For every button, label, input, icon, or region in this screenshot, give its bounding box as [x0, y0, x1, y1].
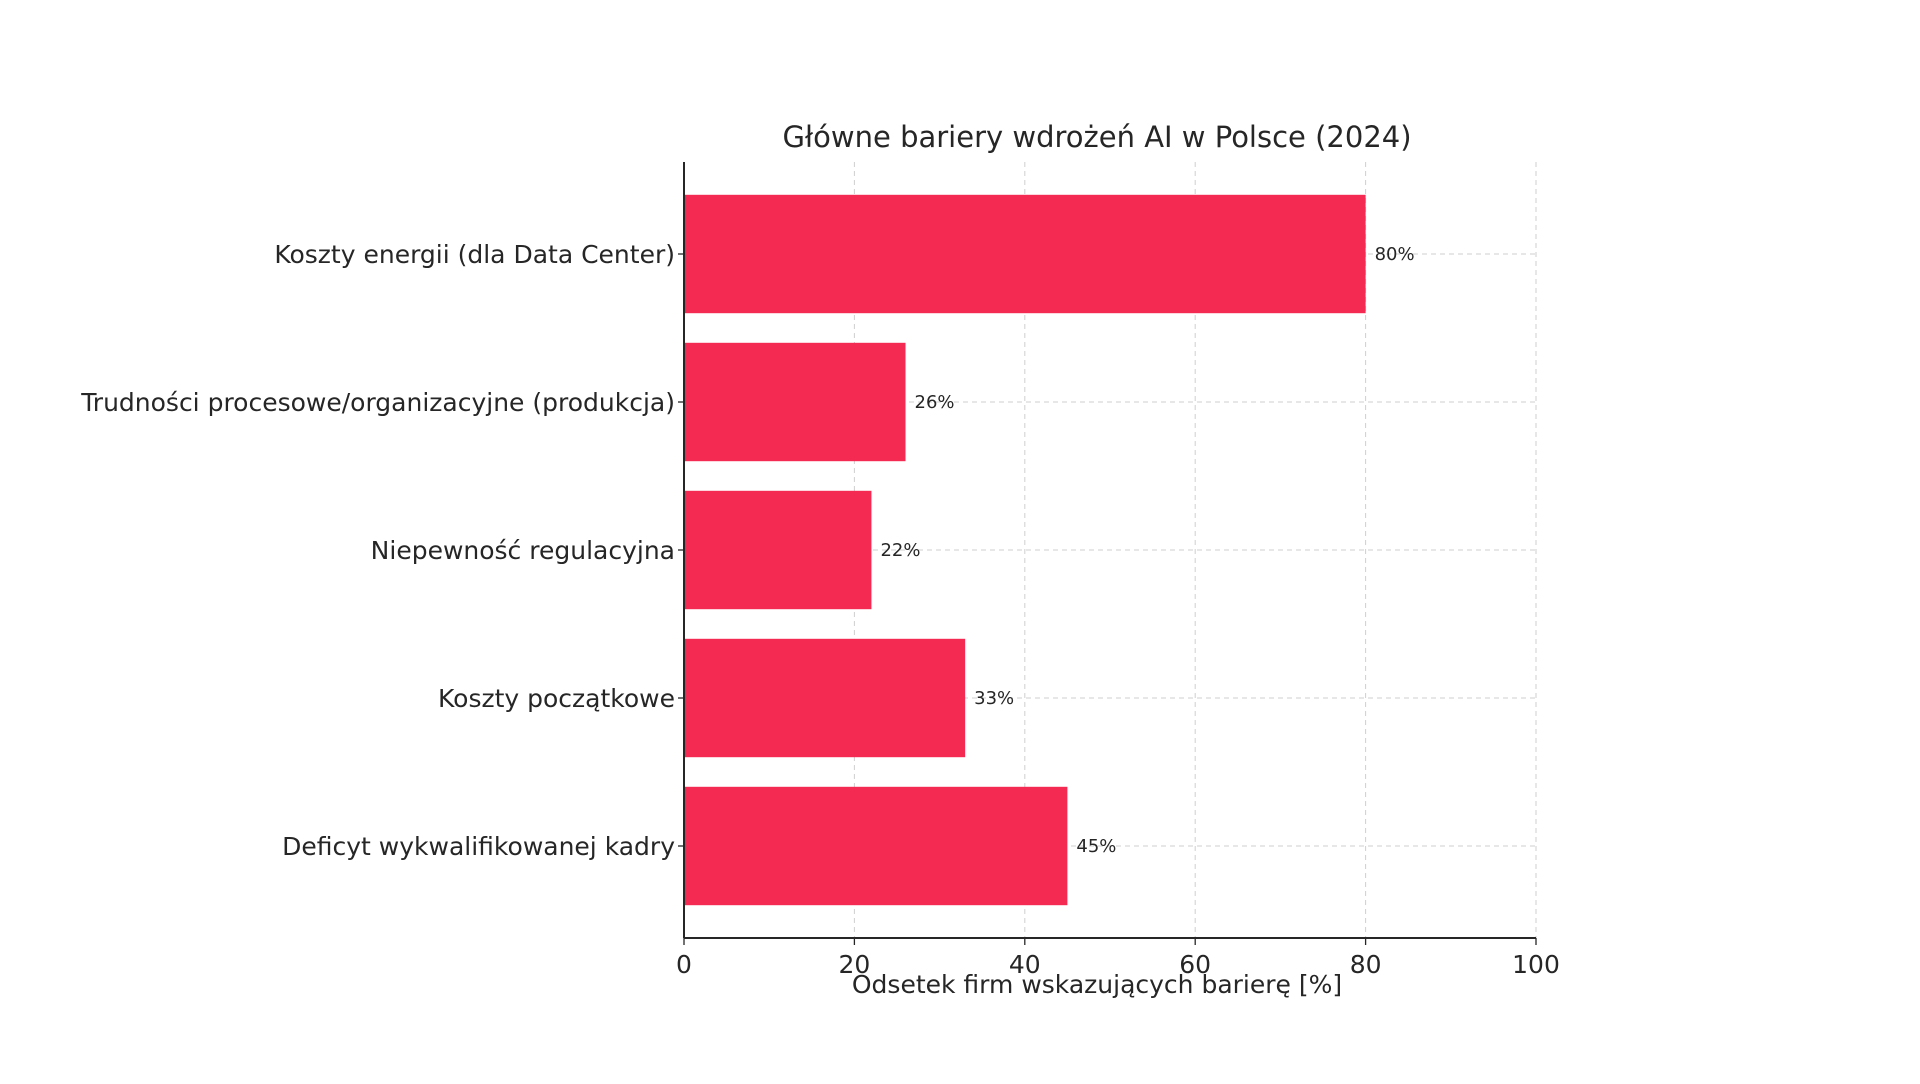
- axes: 0 20 40 60 80 100: [676, 162, 1560, 979]
- bars: [684, 194, 1366, 906]
- value-label: 80%: [1375, 244, 1415, 265]
- x-tick-label: 20: [838, 950, 870, 979]
- x-axis-label: Odsetek firm wskazujących barierę [%]: [852, 970, 1342, 999]
- y-tick-label: Deficyt wykwalifikowanej kadry: [282, 832, 675, 861]
- y-tick-label: Koszty energii (dla Data Center): [274, 240, 675, 269]
- bar: [684, 342, 906, 462]
- x-tick-label: 0: [676, 950, 692, 979]
- value-label: 22%: [880, 540, 920, 561]
- y-tick-label: Niepewność regulacyjna: [371, 536, 675, 565]
- x-tick-label: 40: [1009, 950, 1041, 979]
- chart-title: Główne bariery wdrożeń AI w Polsce (2024…: [782, 120, 1411, 154]
- value-label: 33%: [974, 688, 1014, 709]
- x-tick-label: 60: [1179, 950, 1211, 979]
- value-label: 26%: [915, 392, 955, 413]
- value-label: 45%: [1076, 836, 1116, 857]
- bar: [684, 194, 1366, 314]
- bar: [684, 638, 966, 758]
- x-tick-label: 100: [1512, 950, 1560, 979]
- y-tick-label: Koszty początkowe: [438, 684, 675, 713]
- y-tick-label: Trudności procesowe/organizacyjne (produ…: [80, 388, 675, 417]
- x-tick-label: 80: [1350, 950, 1382, 979]
- bar: [684, 490, 872, 610]
- bar: [684, 786, 1068, 906]
- value-labels: Koszty energii (dla Data Center) 80% Trudn…: [80, 240, 1414, 861]
